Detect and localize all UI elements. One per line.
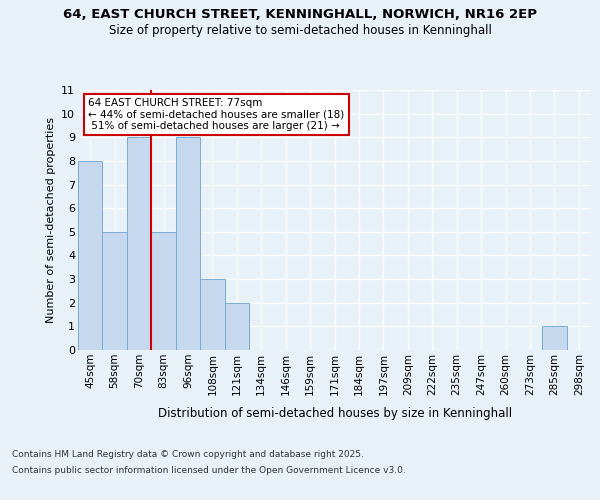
Y-axis label: Number of semi-detached properties: Number of semi-detached properties xyxy=(46,117,56,323)
Text: Contains HM Land Registry data © Crown copyright and database right 2025.: Contains HM Land Registry data © Crown c… xyxy=(12,450,364,459)
Bar xyxy=(542,326,566,350)
Bar xyxy=(151,232,176,350)
Bar xyxy=(224,302,249,350)
Text: 64 EAST CHURCH STREET: 77sqm
← 44% of semi-detached houses are smaller (18)
 51%: 64 EAST CHURCH STREET: 77sqm ← 44% of se… xyxy=(88,98,344,131)
Bar xyxy=(176,138,200,350)
Text: Distribution of semi-detached houses by size in Kenninghall: Distribution of semi-detached houses by … xyxy=(158,408,512,420)
Bar xyxy=(127,138,151,350)
Text: Contains public sector information licensed under the Open Government Licence v3: Contains public sector information licen… xyxy=(12,466,406,475)
Text: Size of property relative to semi-detached houses in Kenninghall: Size of property relative to semi-detach… xyxy=(109,24,491,37)
Bar xyxy=(78,161,103,350)
Bar xyxy=(200,279,224,350)
Bar xyxy=(103,232,127,350)
Text: 64, EAST CHURCH STREET, KENNINGHALL, NORWICH, NR16 2EP: 64, EAST CHURCH STREET, KENNINGHALL, NOR… xyxy=(63,8,537,20)
